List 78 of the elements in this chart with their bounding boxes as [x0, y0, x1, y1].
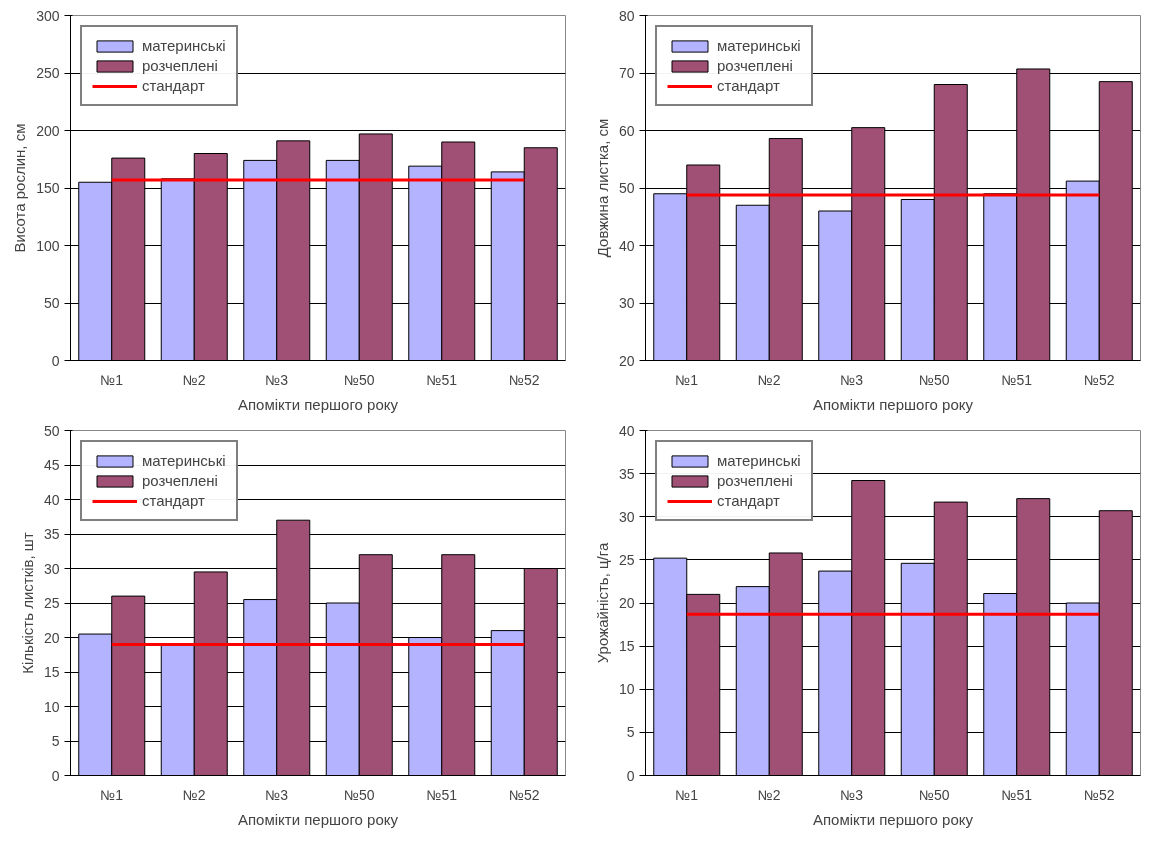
- y-tick-label: 15: [618, 638, 635, 655]
- legend-label: розчеплені: [717, 57, 793, 74]
- x-tick-label: №2: [182, 786, 206, 803]
- legend-label: стандарт: [142, 492, 205, 509]
- y-tick-label: 15: [43, 664, 60, 680]
- y-axis-title: Кількість листків, шт: [18, 532, 36, 674]
- y-tick-label: 250: [36, 65, 60, 81]
- x-tick-label: №2: [757, 786, 781, 803]
- y-tick-label: 0: [626, 767, 635, 784]
- y-tick-label: 50: [43, 295, 60, 311]
- y-tick-label: 10: [43, 698, 60, 715]
- x-tick-label: №52: [508, 786, 540, 803]
- y-tick-label: 100: [36, 237, 60, 254]
- x-tick-label: №50: [918, 371, 950, 388]
- y-tick-label: 25: [618, 551, 635, 568]
- legend-label: материнські: [142, 452, 226, 469]
- x-tick-label: №52: [1083, 786, 1115, 803]
- y-tick-label: 5: [626, 724, 635, 741]
- y-tick-label: 200: [36, 122, 60, 139]
- x-tick-label: №3: [840, 786, 864, 803]
- x-tick-label: №1: [675, 786, 699, 803]
- x-tick-label: №51: [1001, 371, 1033, 388]
- y-tick-label: 40: [43, 491, 60, 508]
- y-tick-label: 40: [618, 237, 635, 254]
- x-axis-title: Апомікти першого року: [237, 810, 399, 828]
- x-tick-label: №1: [100, 371, 124, 388]
- y-axis-title: Висота рослин, см: [11, 123, 29, 253]
- legend-label: материнські: [717, 452, 801, 469]
- legend-label: розчеплені: [717, 472, 793, 489]
- legend-label: стандарт: [142, 77, 205, 94]
- y-tick-label: 45: [43, 457, 60, 473]
- y-tick-label: 150: [36, 180, 60, 196]
- y-axis-title: Довжина листка, см: [593, 118, 611, 258]
- y-tick-label: 20: [618, 352, 635, 369]
- y-tick-label: 50: [618, 180, 635, 196]
- x-tick-label: №50: [343, 786, 375, 803]
- y-tick-label: 300: [36, 7, 60, 24]
- y-tick-label: 30: [618, 295, 635, 311]
- x-tick-label: №1: [100, 786, 124, 803]
- y-tick-label: 35: [618, 465, 635, 482]
- x-tick-label: №50: [918, 786, 950, 803]
- legend-label: стандарт: [717, 492, 780, 509]
- x-axis-title: Апомікти першого року: [237, 395, 399, 413]
- x-tick-label: №2: [182, 371, 206, 388]
- y-tick-label: 30: [618, 508, 635, 525]
- y-tick-label: 70: [618, 65, 635, 81]
- x-tick-label: №51: [426, 786, 458, 803]
- legend-label: материнські: [142, 37, 226, 54]
- legend-label: стандарт: [717, 77, 780, 94]
- x-tick-label: №3: [265, 371, 289, 388]
- x-tick-label: №3: [265, 786, 289, 803]
- x-tick-label: №52: [1083, 371, 1115, 388]
- x-tick-label: №1: [675, 371, 699, 388]
- y-tick-label: 0: [51, 352, 60, 369]
- x-tick-label: №50: [343, 371, 375, 388]
- y-tick-label: 0: [51, 767, 60, 784]
- legend-label: розчеплені: [142, 472, 218, 489]
- x-axis-title: Апомікти першого року: [812, 810, 974, 828]
- legend-label: материнські: [717, 37, 801, 54]
- y-tick-label: 5: [51, 733, 60, 749]
- y-tick-label: 80: [618, 7, 635, 24]
- x-tick-label: №52: [508, 371, 540, 388]
- x-tick-label: №51: [426, 371, 458, 388]
- y-tick-label: 30: [43, 560, 60, 577]
- x-tick-label: №51: [1001, 786, 1033, 803]
- x-tick-label: №3: [840, 371, 864, 388]
- y-tick-label: 35: [43, 526, 60, 542]
- y-tick-label: 20: [43, 629, 60, 646]
- x-axis-title: Апомікти першого року: [812, 395, 974, 413]
- legend-label: розчеплені: [142, 57, 218, 74]
- y-tick-label: 50: [43, 422, 60, 439]
- y-tick-label: 25: [43, 595, 60, 611]
- x-tick-label: №2: [757, 371, 781, 388]
- y-tick-label: 10: [618, 681, 635, 698]
- y-tick-label: 20: [618, 595, 635, 611]
- y-tick-label: 40: [618, 422, 635, 439]
- y-tick-label: 60: [618, 122, 635, 139]
- y-axis-title: Урожайність, ц/га: [593, 542, 611, 664]
